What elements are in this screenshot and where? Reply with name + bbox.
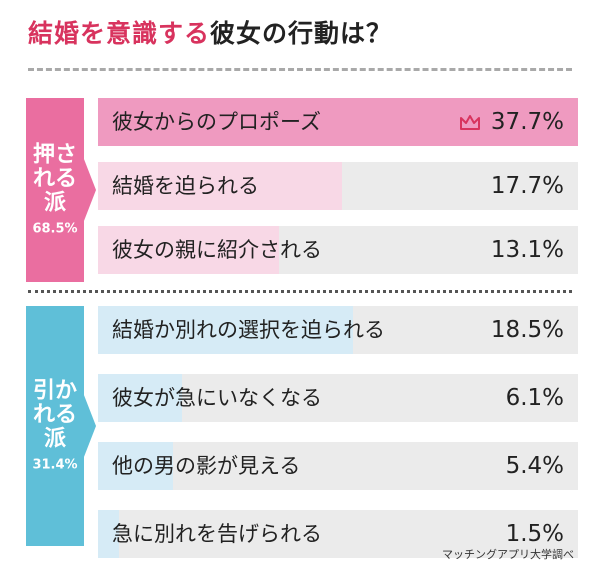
bar-label: 他の男の影が見える [112, 454, 301, 478]
group-arrow [82, 390, 96, 462]
bar [98, 226, 279, 274]
bar-value: 6.1% [505, 385, 564, 411]
bar-label: 彼女からのプロポーズ [112, 110, 321, 134]
group-label-pulled: 引かれる派 31.4% [26, 306, 96, 546]
group-name: 押される派 [32, 142, 77, 216]
group-arrow [82, 154, 96, 226]
group-divider [28, 290, 572, 293]
group-percent: 31.4% [32, 457, 78, 473]
title-divider [28, 68, 572, 71]
bar-value: 18.5% [490, 317, 564, 343]
bar-label: 彼女の親に紹介される [112, 238, 322, 262]
crown-icon [460, 115, 480, 130]
bar-row: 結婚か別れの選択を迫られる 18.5% [98, 306, 578, 354]
bar [98, 374, 183, 422]
bar-label: 結婚を迫られる [112, 174, 259, 198]
bar [98, 162, 343, 210]
bar-row: 結婚を迫られる 17.7% [98, 162, 578, 210]
bar-row: 彼女からのプロポーズ 37.7% [98, 98, 578, 146]
bar-row: 他の男の影が見える 5.4% [98, 442, 578, 490]
bar-value: 5.4% [505, 453, 564, 479]
bar-value: 13.1% [490, 237, 564, 263]
title-accent: 結婚を意識する [28, 19, 211, 48]
group-label-pushed: 押される派 68.5% [26, 98, 96, 282]
group-band [26, 306, 84, 546]
bar-value: 17.7% [490, 173, 564, 199]
bar-label: 結婚か別れの選択を迫られる [112, 318, 385, 342]
group-band [26, 98, 84, 282]
bar-value: 37.7% [490, 109, 564, 135]
title-rest: 彼女の行動は？ [210, 19, 393, 48]
bar-label: 彼女が急にいなくなる [112, 386, 322, 410]
bar [98, 306, 354, 354]
bar-row: 急に別れを告げられる 1.5% [98, 510, 578, 558]
bar-row: 彼女の親に紹介される 13.1% [98, 226, 578, 274]
bar-row: 彼女が急にいなくなる 6.1% [98, 374, 578, 422]
bar-value: 1.5% [505, 521, 564, 547]
source-note: マッチングアプリ大学調べ [442, 548, 574, 561]
group-percent: 68.5% [32, 221, 78, 237]
bar [98, 442, 173, 490]
bar [98, 98, 578, 146]
group-name: 引かれる派 [32, 378, 77, 452]
bar-label: 急に別れを告げられる [112, 522, 322, 546]
chart-title: 結婚を意識する彼女の行動は？ [28, 14, 392, 50]
bar [98, 510, 119, 558]
